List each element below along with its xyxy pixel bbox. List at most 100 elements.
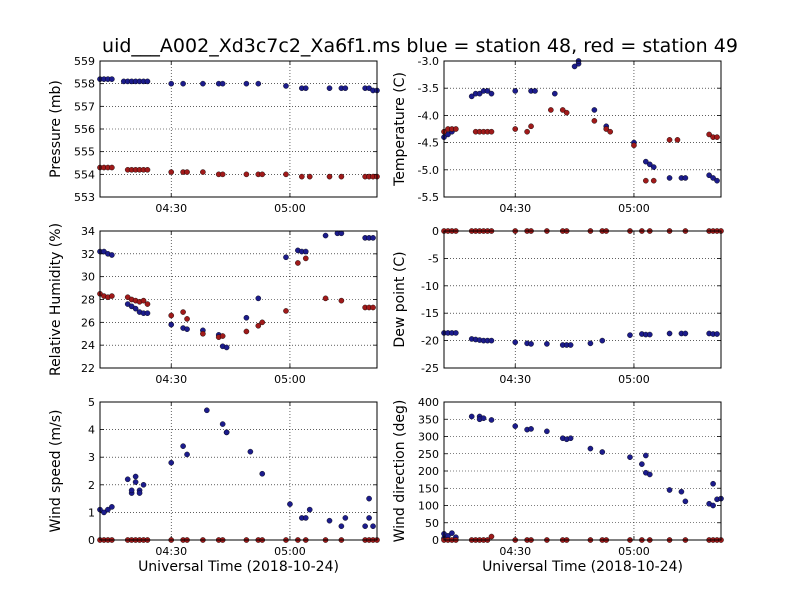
y-tick-label: 0: [432, 225, 439, 238]
data-point-blue: [544, 341, 550, 347]
data-point-blue: [124, 476, 131, 483]
y-axis-label: Dew point (C): [392, 251, 408, 347]
data-point-red: [184, 169, 190, 175]
data-point-red: [607, 128, 614, 135]
subplot-pressure: 553 554 555 556 557 558 559 04:30 05:00 Pressure …: [48, 55, 380, 215]
subplot-relative-humidity: 22 24 26 28 30 32 34 04:30 05:00 Relative Humidit…: [48, 223, 378, 386]
y-tick-label: -5: [428, 252, 439, 265]
data-point-blue: [362, 523, 368, 530]
data-point-blue: [682, 330, 689, 337]
data-point-red: [706, 131, 712, 138]
data-point-blue: [326, 517, 333, 524]
data-point-blue: [532, 88, 538, 94]
data-point-blue: [180, 80, 186, 87]
data-point-blue: [338, 523, 345, 530]
data-point-red: [283, 171, 289, 178]
y-tick-label: 2: [88, 479, 95, 492]
data-point-blue: [168, 80, 175, 87]
data-point-blue: [666, 487, 673, 493]
data-point-blue: [480, 415, 487, 422]
y-tick-label: 555: [74, 146, 95, 159]
y-tick-label: 4: [88, 424, 95, 437]
y-tick-label: 150: [418, 482, 439, 495]
data-point-red: [302, 255, 309, 262]
data-point-red: [295, 260, 301, 266]
y-tick-label: 1: [88, 506, 95, 519]
data-point-red: [528, 123, 534, 130]
data-point-blue: [105, 506, 111, 513]
data-point-blue: [204, 407, 210, 414]
data-point-blue: [488, 90, 495, 97]
data-point-blue: [666, 330, 673, 337]
data-point-blue: [366, 495, 372, 502]
data-point-red: [259, 171, 266, 178]
data-point-blue: [184, 451, 190, 458]
data-point-blue: [646, 161, 653, 168]
data-point-blue: [528, 426, 534, 432]
data-point-blue: [109, 504, 115, 510]
y-tick-label: -3.5: [418, 82, 439, 95]
data-point-red: [144, 166, 151, 173]
y-tick-label: -5.0: [418, 164, 439, 177]
data-point-red: [306, 173, 313, 180]
data-point-blue: [101, 509, 107, 516]
data-point-blue: [643, 452, 649, 459]
data-point-red: [524, 128, 530, 135]
data-point-red: [299, 173, 305, 180]
data-point-red: [666, 137, 673, 143]
data-point-blue: [646, 471, 653, 478]
data-point-blue: [468, 93, 475, 100]
data-point-blue: [259, 470, 266, 477]
data-point-red: [255, 322, 262, 329]
axes-frame: [443, 401, 722, 541]
data-point-blue: [302, 85, 309, 91]
data-point-blue: [109, 252, 115, 258]
data-point-blue: [223, 344, 230, 351]
data-point-blue: [168, 459, 175, 466]
data-point-blue: [132, 479, 139, 485]
y-tick-label: -15: [421, 307, 439, 320]
data-point-blue: [247, 448, 254, 455]
data-point-blue: [255, 80, 262, 87]
x-axis-label: Universal Time (2018-10-24): [138, 559, 339, 575]
y-tick-label: 0: [432, 534, 439, 547]
y-tick-label: 34: [81, 225, 95, 238]
y-axis-label: Wind direction (deg): [392, 400, 408, 543]
y-tick-label: -4.5: [418, 137, 439, 150]
data-point-blue: [287, 501, 293, 507]
data-point-blue: [144, 310, 151, 317]
data-point-blue: [714, 177, 720, 184]
data-point-blue: [200, 80, 206, 87]
y-tick-label: -10: [421, 280, 439, 293]
data-point-red: [184, 316, 190, 322]
x-tick-label: 04:30: [155, 202, 187, 215]
x-tick-label: 04:30: [499, 545, 531, 558]
data-point-red: [559, 107, 566, 113]
data-point-blue: [219, 80, 226, 87]
data-point-blue: [512, 88, 519, 94]
data-point-blue: [528, 341, 534, 347]
data-point-red: [168, 312, 175, 319]
y-tick-label: -20: [421, 335, 439, 348]
data-point-blue: [132, 305, 139, 312]
y-tick-label: 22: [81, 362, 95, 375]
data-point-blue: [639, 461, 645, 467]
data-point-red: [140, 297, 147, 304]
y-tick-label: 5: [88, 396, 95, 409]
x-tick-label: 04:30: [155, 373, 187, 386]
data-point-red: [144, 301, 151, 307]
data-point-blue: [627, 332, 633, 338]
x-tick-label: 05:00: [274, 545, 306, 558]
data-point-blue: [512, 339, 519, 346]
data-point-blue: [468, 413, 475, 420]
data-point-blue: [342, 515, 349, 521]
data-point-red: [259, 319, 266, 326]
axes-frame: [99, 230, 378, 369]
figure-title: uid___A002_Xd3c7c2_Xa6f1.ms blue = stati…: [102, 35, 738, 57]
y-tick-label: 250: [418, 448, 439, 461]
data-point-blue: [710, 175, 716, 181]
data-point-blue: [710, 480, 716, 487]
data-point-blue: [488, 417, 495, 423]
data-point-red: [488, 128, 495, 135]
